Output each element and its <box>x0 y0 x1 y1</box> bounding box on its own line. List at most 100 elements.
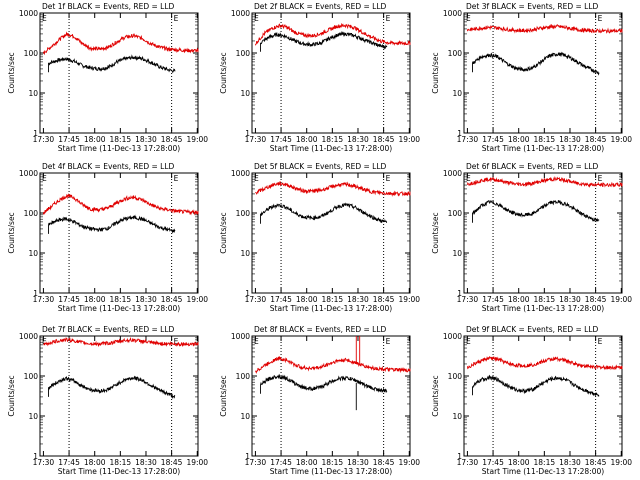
y-tick-label: 1 <box>33 129 38 138</box>
x-tick-label: 18:45 <box>161 295 183 304</box>
marker-label: E <box>386 174 391 183</box>
panel-4: Det 4f BLACK = Events, RED = LLD 1 10 100 10… <box>7 162 208 313</box>
y-tick-label: 1000 <box>443 169 462 178</box>
marker-label: E <box>254 174 259 183</box>
series-events <box>48 375 176 400</box>
x-tick-label: 18:45 <box>373 135 395 144</box>
series-lld <box>42 193 199 216</box>
x-axis-label: Start Time (11-Dec-13 17:28:00) <box>482 144 604 153</box>
x-tick-label: 17:30 <box>457 458 479 467</box>
plot-frame <box>251 12 411 134</box>
x-tick-label: 18:45 <box>585 295 607 304</box>
y-tick-label: 1 <box>457 452 462 461</box>
x-tick-label: 17:30 <box>33 135 55 144</box>
plot-frame <box>39 172 199 294</box>
y-tick-label: 1 <box>457 289 462 298</box>
panel-title: Det 5f BLACK = Events, RED = LLD <box>254 162 387 171</box>
y-tick-label: 100 <box>24 49 39 58</box>
x-tick-label: 19:00 <box>398 135 420 144</box>
x-tick-label: 17:30 <box>457 135 479 144</box>
series-lld <box>255 356 411 374</box>
marker-label: E <box>174 337 179 346</box>
marker-label: E <box>386 14 391 23</box>
x-tick-label: 18:45 <box>585 135 607 144</box>
panel-2: Det 2f BLACK = Events, RED = LLD 1 10 100 10… <box>219 2 420 153</box>
plot-frame <box>39 335 199 457</box>
panel-title: Det 7f BLACK = Events, RED = LLD <box>42 325 175 334</box>
x-axis-label: Start Time (11-Dec-13 17:28:00) <box>270 467 392 476</box>
series-lld <box>254 22 411 46</box>
x-tick-label: 19:00 <box>398 458 420 467</box>
x-tick-label: 18:00 <box>508 458 530 467</box>
y-tick-label: 100 <box>24 209 39 218</box>
y-tick-label: 10 <box>452 412 462 421</box>
x-tick-label: 18:00 <box>508 135 530 144</box>
x-tick-label: 18:45 <box>161 135 183 144</box>
x-tick-label: 19:00 <box>186 458 208 467</box>
x-tick-label: 17:30 <box>33 295 55 304</box>
y-axis-label: Counts/sec <box>219 212 228 253</box>
x-axis-label: Start Time (11-Dec-13 17:28:00) <box>482 304 604 313</box>
x-tick-label: 17:45 <box>482 458 504 467</box>
x-tick-label: 19:00 <box>186 135 208 144</box>
panel-1: Det 1f BLACK = Events, RED = LLD 1 10 100 10… <box>7 2 208 153</box>
series-events <box>260 30 388 52</box>
marker-label: E <box>174 14 179 23</box>
y-tick-label: 1000 <box>231 9 250 18</box>
panel-9: Det 9f BLACK = Events, RED = LLD 1 10 100 10… <box>431 325 632 476</box>
y-tick-label: 10 <box>240 89 250 98</box>
panel-title: Det 8f BLACK = Events, RED = LLD <box>254 325 387 334</box>
x-tick-label: 18:30 <box>135 135 157 144</box>
x-tick-label: 17:30 <box>33 458 55 467</box>
x-tick-label: 17:45 <box>270 458 292 467</box>
y-tick-label: 100 <box>236 49 251 58</box>
marker-label: E <box>466 14 471 23</box>
x-tick-label: 18:45 <box>373 295 395 304</box>
x-tick-label: 17:30 <box>457 295 479 304</box>
x-tick-label: 18:00 <box>84 135 106 144</box>
y-tick-label: 100 <box>448 209 463 218</box>
x-tick-label: 17:45 <box>58 458 80 467</box>
x-tick-label: 17:45 <box>58 295 80 304</box>
panel-title: Det 1f BLACK = Events, RED = LLD <box>42 2 175 11</box>
x-tick-label: 17:30 <box>245 458 267 467</box>
series-events <box>472 51 600 76</box>
x-tick-label: 18:30 <box>347 135 369 144</box>
y-tick-label: 100 <box>448 49 463 58</box>
y-tick-label: 10 <box>452 89 462 98</box>
x-tick-label: 19:00 <box>610 458 632 467</box>
x-axis-label: Start Time (11-Dec-13 17:28:00) <box>58 144 180 153</box>
y-tick-label: 100 <box>24 372 39 381</box>
x-tick-label: 18:00 <box>508 295 530 304</box>
marker-label: E <box>42 174 47 183</box>
y-tick-label: 1 <box>245 129 250 138</box>
x-tick-label: 18:15 <box>322 458 344 467</box>
x-axis-label: Start Time (11-Dec-13 17:28:00) <box>270 144 392 153</box>
panel-8: Det 8f BLACK = Events, RED = LLD 1 10 100 10… <box>219 325 420 476</box>
x-tick-label: 19:00 <box>398 295 420 304</box>
x-tick-label: 18:15 <box>534 135 556 144</box>
marker-label: E <box>598 174 603 183</box>
series-lld <box>466 355 623 371</box>
y-tick-label: 1000 <box>19 9 38 18</box>
x-tick-label: 18:00 <box>296 295 318 304</box>
y-tick-label: 1 <box>33 452 38 461</box>
x-tick-label: 18:30 <box>347 295 369 304</box>
y-tick-label: 1 <box>245 452 250 461</box>
series-events <box>260 202 388 224</box>
panel-7: Det 7f BLACK = Events, RED = LLD 1 10 100 10… <box>7 325 208 476</box>
series-events <box>472 199 600 223</box>
x-axis-label: Start Time (11-Dec-13 17:28:00) <box>482 467 604 476</box>
y-tick-label: 10 <box>240 412 250 421</box>
series-events <box>472 374 600 397</box>
y-tick-label: 1000 <box>231 169 250 178</box>
x-tick-label: 18:15 <box>322 135 344 144</box>
y-tick-label: 1000 <box>443 9 462 18</box>
marker-label: E <box>598 14 603 23</box>
plot-frame <box>251 335 411 457</box>
plot-frame <box>463 172 623 294</box>
y-tick-label: 1000 <box>443 332 462 341</box>
x-tick-label: 19:00 <box>186 295 208 304</box>
x-tick-label: 18:45 <box>161 458 183 467</box>
